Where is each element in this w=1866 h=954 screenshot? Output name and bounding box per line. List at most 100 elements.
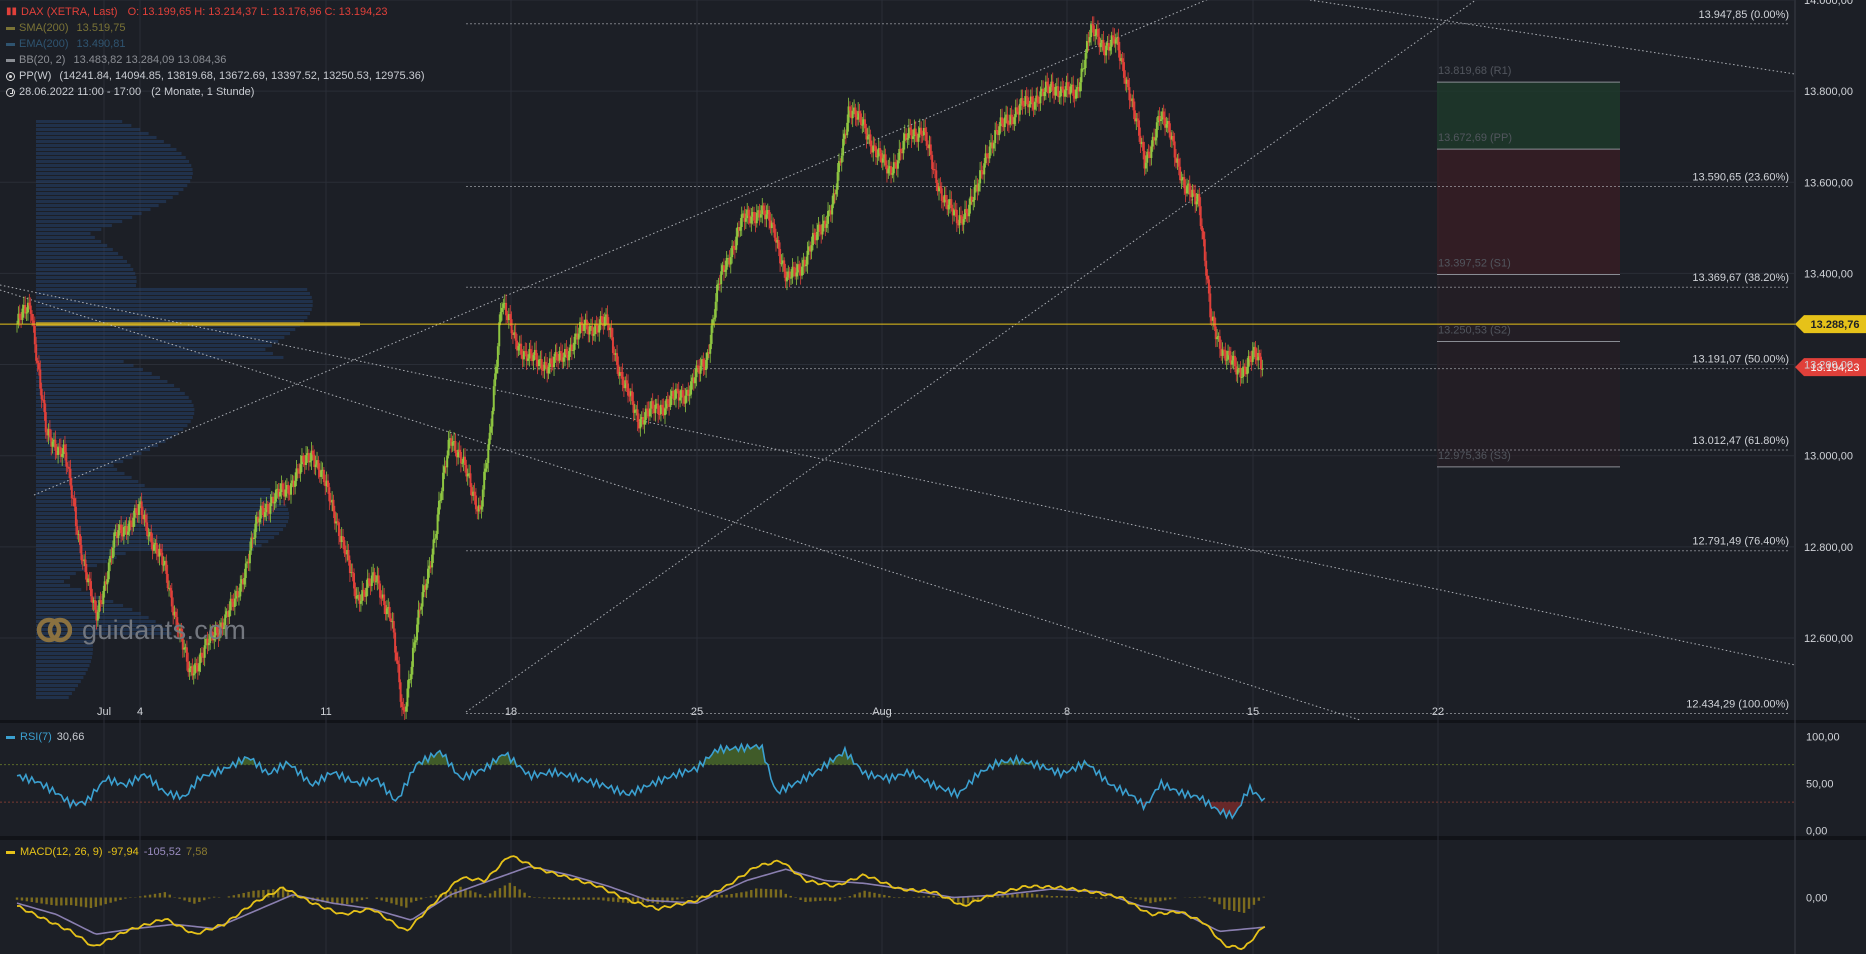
volume-profile-bar: [36, 272, 136, 275]
candle-body: [129, 520, 132, 523]
candle-body: [546, 365, 549, 374]
macd-histogram-bar: [60, 897, 63, 906]
candle-body: [839, 160, 842, 163]
candle-body: [383, 594, 386, 606]
sma-value: 13.519,75: [76, 22, 126, 34]
macd-histogram-bar: [365, 897, 369, 899]
candle-body: [639, 419, 642, 429]
macd-histogram-bar: [25, 897, 29, 902]
candle-body: [57, 446, 60, 455]
candle-body: [24, 305, 27, 314]
volume-profile-bar: [36, 128, 141, 131]
candle-body: [802, 259, 805, 267]
candle-body: [114, 532, 117, 534]
pp-row[interactable]: PP(W) (14241.84, 14094.85, 13819.68, 136…: [6, 68, 425, 84]
candle-body: [998, 126, 1001, 136]
candle-body: [221, 622, 224, 629]
candle-body: [583, 324, 586, 331]
candle-body: [659, 404, 662, 415]
candle-body: [410, 666, 413, 680]
candle-body: [728, 258, 731, 265]
candle-body: [740, 214, 743, 227]
macd-histogram-bar: [493, 890, 497, 898]
candle-body: [463, 456, 466, 466]
sma-row[interactable]: SMA(200) 13.519,75: [6, 20, 425, 36]
time-axis[interactable]: Jul 4 11 18 25 Aug 8 15 22: [97, 706, 1444, 718]
candle-body: [1159, 119, 1162, 121]
volume-profile-bar: [36, 560, 108, 563]
candle-body: [350, 572, 353, 574]
volume-profile-bar: [36, 380, 168, 383]
candle-body: [551, 363, 554, 368]
macd-legend[interactable]: MACD(12, 26, 9) -97,94 -105,52 7,58: [6, 846, 207, 858]
ema-row[interactable]: EMA(200) 13.490,81: [6, 36, 425, 52]
candle-body: [376, 575, 379, 582]
candle-body: [336, 521, 339, 523]
candle-body: [228, 610, 231, 617]
candle-body: [1055, 86, 1058, 88]
candle-body: [527, 358, 530, 361]
candle-body: [572, 349, 575, 351]
candle-body: [394, 632, 397, 653]
volume-profile-bar: [36, 276, 137, 279]
candle-body: [1014, 107, 1017, 118]
macd-histogram-bar: [390, 897, 393, 904]
volume-profile-bar: [36, 452, 142, 455]
macd-histogram-bar: [582, 897, 585, 900]
candle-body: [807, 246, 810, 251]
price-axis[interactable]: 12.600,00 12.800,00 13.000,00 13.200,00 13.4…: [1804, 0, 1853, 645]
candle-body: [721, 265, 724, 272]
macd-histogram-bar: [1016, 894, 1019, 898]
macd-histogram-bar: [1060, 895, 1063, 898]
candle-body: [405, 706, 408, 712]
rsi-legend[interactable]: RSI(7) 30,66: [6, 731, 84, 743]
candle-body: [784, 271, 787, 282]
candle-body: [806, 250, 809, 265]
candle-body: [835, 189, 838, 195]
candle-body: [1088, 37, 1091, 43]
candle-body: [195, 663, 198, 666]
candle-body: [864, 119, 867, 129]
pivot-label: 13.672,69 (PP): [1438, 132, 1512, 144]
candle-body: [294, 480, 297, 487]
candle-body: [303, 462, 306, 465]
candle-body: [985, 153, 988, 158]
candle-body: [995, 130, 998, 132]
candle-body: [496, 346, 499, 367]
candle-body: [1061, 86, 1064, 90]
candle-body: [647, 410, 650, 417]
candle-body: [1165, 124, 1168, 128]
bb-row[interactable]: BB(20, 2) 13.483,82 13.284,09 13.084,36: [6, 52, 425, 68]
candle-body: [37, 362, 40, 370]
candle-body: [355, 595, 358, 599]
candle-body: [1109, 46, 1112, 51]
candle-body: [1046, 81, 1049, 86]
candle-body: [714, 301, 717, 318]
candle-body: [409, 679, 412, 681]
macd-histogram-bar: [355, 897, 359, 902]
macd-histogram-bar: [1045, 895, 1049, 898]
candle-body: [959, 215, 962, 217]
candle-body: [1236, 369, 1239, 375]
candle-body: [1258, 352, 1261, 357]
candle-body: [1118, 50, 1121, 61]
macd-histogram-bar: [617, 897, 620, 903]
macd-histogram-bar: [178, 897, 181, 899]
candle-body: [710, 325, 713, 344]
candle-body: [1218, 336, 1221, 349]
candle-body: [1059, 86, 1062, 97]
candle-body: [899, 148, 902, 152]
time-tick-label: 11: [320, 706, 331, 718]
candle-body: [358, 594, 361, 604]
candle-body: [191, 666, 194, 676]
pivot-label: 13.819,68 (R1): [1438, 65, 1511, 77]
candle-body: [737, 227, 740, 231]
range-row[interactable]: 28.06.2022 11:00 - 17:00 (2 Monate, 1 St…: [6, 84, 425, 100]
macd-histogram-bar: [971, 897, 975, 903]
candle-body: [1010, 114, 1013, 117]
macd-histogram-bar: [168, 894, 171, 898]
volume-profile-bar: [36, 480, 139, 483]
macd-histogram-bar: [444, 892, 447, 898]
candle-body: [1220, 348, 1223, 356]
